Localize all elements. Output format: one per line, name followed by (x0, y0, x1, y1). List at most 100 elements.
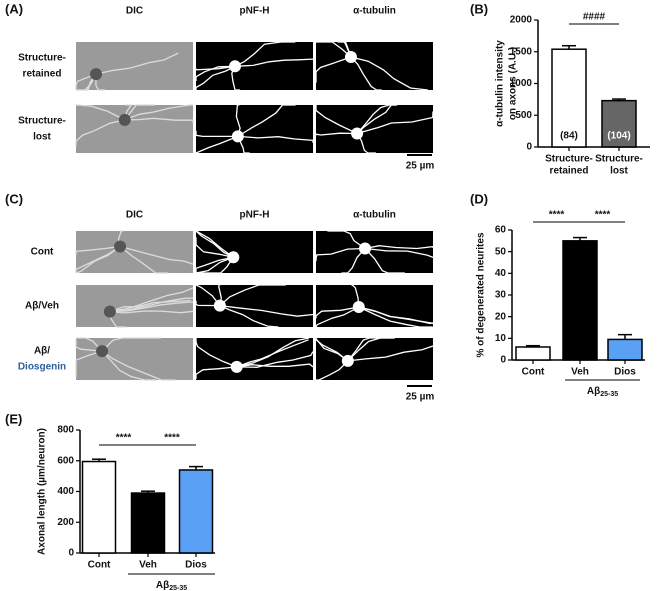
y-tick-label: 30 (495, 290, 507, 301)
y-tick-label: 800 (57, 425, 74, 436)
neurite (195, 230, 234, 258)
neurite (315, 338, 349, 362)
neurite (195, 300, 220, 307)
bar (551, 48, 587, 148)
neurite (101, 350, 157, 381)
neurite (195, 65, 236, 81)
soma (213, 299, 226, 312)
neurite (237, 135, 314, 143)
column-header: α-tubulin (353, 210, 396, 221)
neurite (95, 74, 106, 91)
neurite (75, 73, 97, 90)
panel-label: (C) (5, 191, 23, 206)
neurite (356, 133, 376, 154)
neurite (195, 130, 238, 138)
row-label: lost (33, 132, 51, 143)
neurite (109, 311, 127, 328)
neurite (124, 104, 133, 121)
neurite (75, 245, 121, 256)
neurite (195, 135, 239, 154)
bar (130, 492, 166, 554)
neurite (81, 73, 97, 91)
x-tick-label: lost (610, 166, 628, 177)
neurite (195, 230, 234, 258)
y-tick-label: 2000 (510, 15, 533, 26)
column-header: α-tubulin (353, 6, 396, 17)
neurite (347, 337, 395, 362)
group-label-text: Aβ (156, 580, 169, 591)
y-tick-label: 0 (526, 142, 532, 153)
neurite (356, 104, 398, 134)
row-label: Structure- (18, 116, 66, 127)
group-label: Aβ25-35 (156, 580, 187, 591)
neurite (316, 41, 352, 58)
neurite (237, 136, 250, 154)
neurite (195, 284, 221, 307)
y-axis-label: % of degenerated neurites (476, 232, 487, 357)
soma (90, 68, 103, 81)
y-axis-label: on axons (A.U.) (508, 47, 519, 120)
bar (562, 240, 598, 361)
soma (352, 301, 365, 314)
neurite (119, 245, 169, 274)
neurite (364, 248, 405, 274)
x-tick-label: retained (550, 166, 589, 177)
x-tick-label: Structure- (595, 154, 643, 165)
bar (178, 469, 214, 554)
soma (230, 360, 243, 373)
neurite (218, 284, 222, 306)
neurite (316, 360, 349, 381)
neurite (237, 104, 296, 137)
row-label: Diosgenin (18, 362, 66, 373)
neurite (235, 104, 241, 137)
micrograph (76, 105, 193, 153)
panel-label: (B) (470, 1, 488, 16)
y-tick-label: 1000 (510, 78, 533, 89)
soma (118, 113, 131, 126)
neurite (337, 41, 352, 58)
row-label: retained (23, 69, 62, 80)
neurite (109, 310, 194, 314)
soma (351, 127, 364, 140)
soma (341, 354, 354, 367)
micrograph (76, 42, 193, 90)
neurite (119, 245, 194, 265)
neurite (195, 256, 234, 274)
neurite (75, 350, 103, 378)
row-label: Aβ/ (34, 346, 50, 357)
neurite (358, 306, 433, 328)
n-label: (104) (607, 131, 630, 142)
group-label: Aβ25-35 (587, 386, 618, 398)
neurite (351, 284, 360, 308)
neurite (236, 351, 314, 368)
neurite (109, 299, 191, 313)
neurite (327, 230, 366, 250)
neurite (75, 119, 125, 146)
y-tick-label: 500 (515, 110, 532, 121)
neurite (75, 339, 103, 352)
micrograph (316, 338, 433, 380)
group-label-subscript: 25-35 (600, 391, 618, 398)
panel-label: (D) (470, 191, 488, 206)
micrograph (76, 338, 193, 380)
neurite (219, 284, 286, 307)
soma (227, 251, 240, 264)
group-label-subscript: 25-35 (169, 585, 187, 591)
x-tick-label: Veh (139, 560, 157, 571)
row-label: Cont (31, 247, 54, 258)
neurite (350, 56, 428, 91)
y-axis-label: α-tubulin intensity (495, 40, 506, 127)
neurite (76, 337, 103, 352)
significance-label: **** (116, 433, 132, 444)
group-label-text: Aβ (587, 386, 600, 397)
y-tick-label: 40 (495, 268, 507, 279)
x-tick-label: Cont (522, 367, 545, 378)
bar (81, 460, 117, 554)
micrograph (316, 42, 433, 90)
y-tick-label: 50 (495, 246, 507, 257)
neurite (219, 304, 314, 317)
significance-label: **** (549, 210, 565, 221)
neurite (195, 237, 234, 258)
neurite (364, 245, 434, 250)
neurite (347, 345, 434, 362)
